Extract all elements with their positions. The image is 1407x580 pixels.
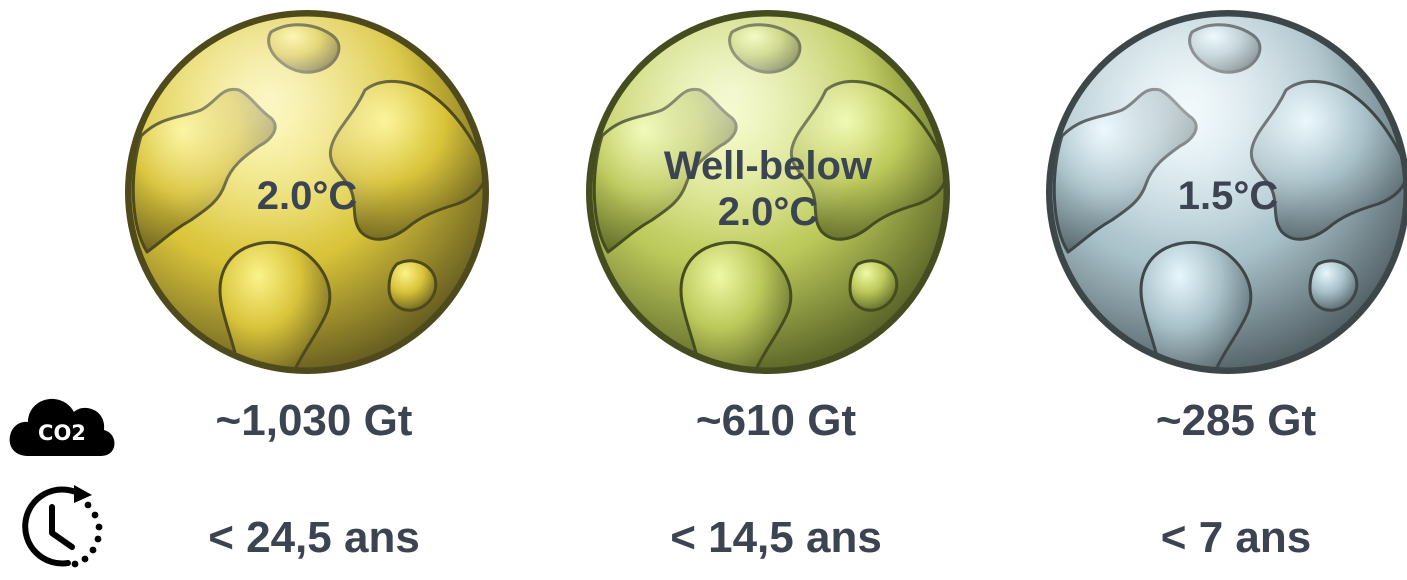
globe-1-5: 1.5°C	[1042, 6, 1407, 378]
clock-timer-icon	[16, 483, 112, 575]
globe-label-line: 2.0°C	[717, 190, 819, 234]
globe-label: 2.0°C	[121, 173, 493, 219]
carbon-budget-value: ~285 Gt	[1155, 396, 1317, 445]
co2-icon-text: CO2	[38, 421, 86, 445]
carbon-budget-value: ~610 Gt	[695, 396, 857, 445]
globe-icon	[125, 10, 489, 374]
time-remaining-value: < 7 ans	[1160, 513, 1312, 562]
carbon-budget-value: ~1,030 Gt	[215, 396, 413, 445]
globe-icon	[586, 10, 950, 374]
globe-label-line: 1.5°C	[1177, 174, 1279, 218]
co2-cloud-icon: CO2	[6, 390, 118, 462]
globe-label: 1.5°C	[1042, 173, 1407, 219]
time-remaining-value: < 24,5 ans	[208, 513, 420, 562]
globe-label: Well-below 2.0°C	[582, 143, 954, 235]
globe-label-line: 2.0°C	[256, 174, 358, 218]
globe-label-line: Well-below	[663, 144, 873, 188]
globe-2-0: 2.0°C	[121, 6, 493, 378]
globe-well-below-2-0: Well-below 2.0°C	[582, 6, 954, 378]
globe-icon	[1046, 10, 1407, 374]
time-remaining-value: < 14,5 ans	[670, 513, 882, 562]
